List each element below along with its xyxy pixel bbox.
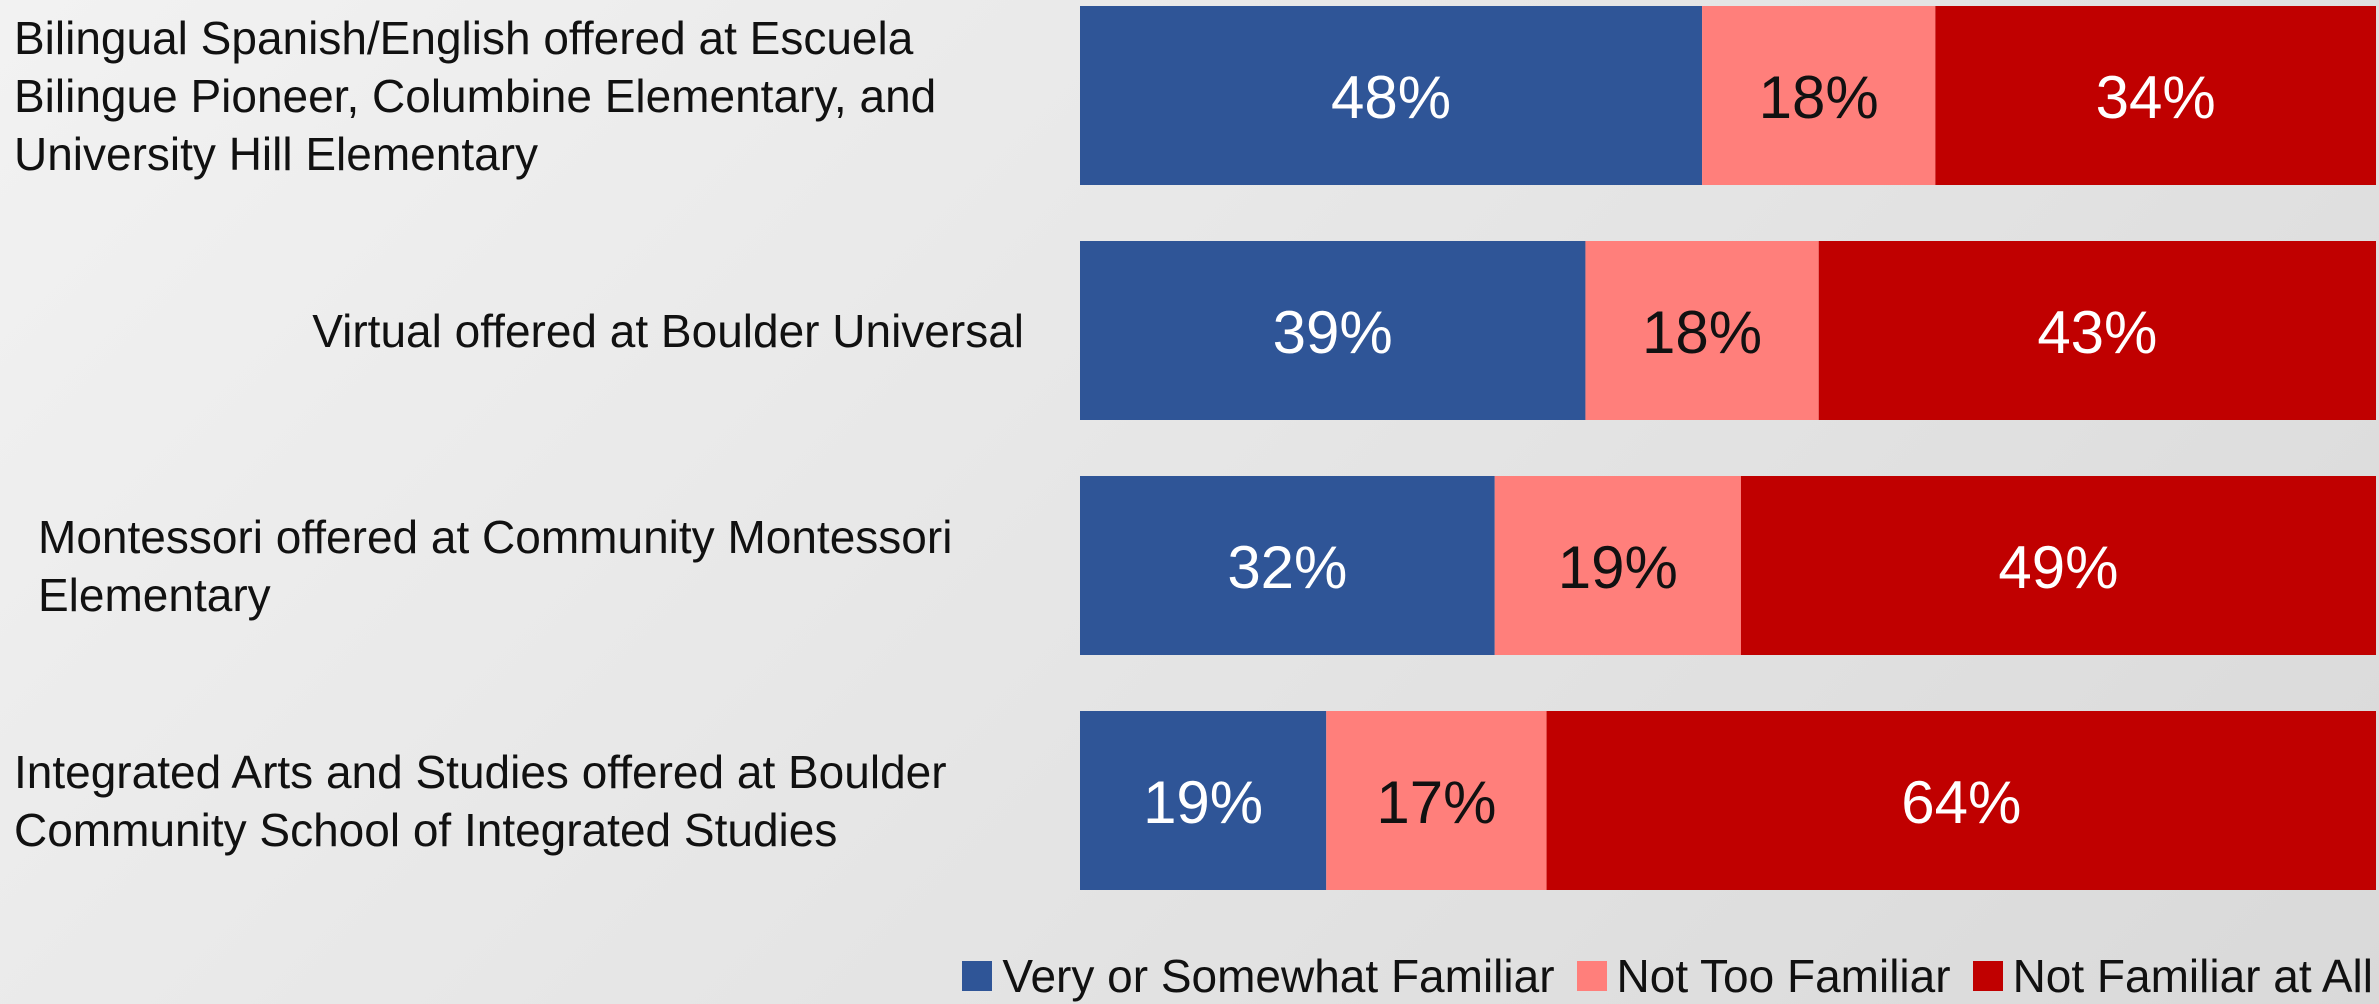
bar-segment: [1585, 241, 1819, 420]
value-label: 17%: [1376, 769, 1496, 836]
category-label: Virtual offered at Boulder Universal: [312, 304, 1024, 357]
value-label: 19%: [1558, 534, 1678, 601]
value-label: 43%: [2037, 299, 2157, 366]
legend: Very or Somewhat Familiar Not Too Familia…: [962, 948, 2373, 1004]
value-label: 32%: [1227, 534, 1347, 601]
legend-item: Very or Somewhat Familiar: [962, 949, 1555, 1003]
bar-segment: [1494, 476, 1741, 655]
value-label: 18%: [1642, 299, 1762, 366]
value-label: 64%: [1901, 769, 2021, 836]
value-label: 48%: [1331, 64, 1451, 131]
bar-segment: [1702, 6, 1936, 185]
bar-segment: [1080, 241, 1586, 420]
legend-item: Not Familiar at All: [1972, 949, 2373, 1003]
bar-segment: [1326, 711, 1547, 890]
legend-label: Not Familiar at All: [2012, 950, 2373, 1002]
category-label: Bilingual Spanish/English offered at Esc…: [14, 11, 937, 180]
value-label: 49%: [1998, 534, 2118, 601]
category-label: Integrated Arts and Studies offered at B…: [14, 745, 947, 856]
bar-segment: [1818, 241, 2376, 420]
bar-segment: [1546, 711, 2376, 890]
legend-swatch: [1576, 961, 1607, 991]
legend-item: Not Too Familiar: [1576, 949, 1951, 1003]
legend-label: Not Too Familiar: [1616, 950, 1951, 1002]
bar-segment: [1740, 476, 2376, 655]
bar-segment: [1935, 6, 2376, 185]
bar-segment: [1080, 6, 1703, 185]
value-label: 19%: [1143, 769, 1263, 836]
value-label: 18%: [1759, 64, 1879, 131]
legend-swatch: [962, 961, 993, 991]
bar-segment: [1080, 476, 1495, 655]
legend-swatch: [1972, 961, 2003, 991]
value-label: 39%: [1273, 299, 1393, 366]
value-label: 34%: [2096, 64, 2216, 131]
legend-label: Very or Somewhat Familiar: [1002, 950, 1555, 1002]
bar-segment: [1080, 711, 1327, 890]
category-label: Montessori offered at Community Montesso…: [38, 510, 953, 621]
